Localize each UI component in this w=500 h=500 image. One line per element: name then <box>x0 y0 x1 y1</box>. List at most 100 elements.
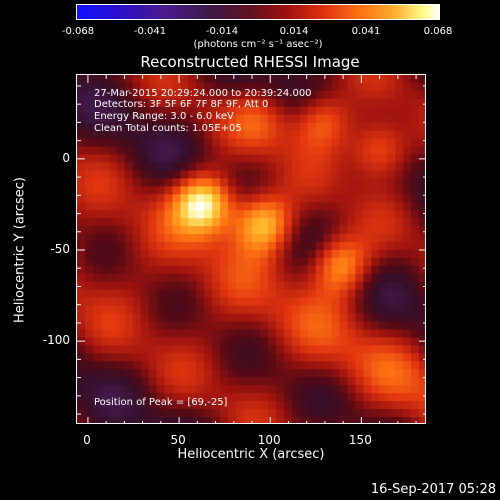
heatmap-cell <box>188 265 197 275</box>
heatmap-cell <box>116 313 126 323</box>
heatmap-cell <box>124 242 134 251</box>
heatmap-cell <box>228 321 237 331</box>
heatmap-cell <box>77 194 86 203</box>
heatmap-cell <box>236 90 245 100</box>
heatmap-cell <box>156 345 166 354</box>
heatmap-cell <box>395 377 404 386</box>
heatmap-cell <box>92 257 102 267</box>
heatmap-cell <box>204 401 213 410</box>
heatmap-cell <box>379 194 388 203</box>
heatmap-cell <box>323 353 333 362</box>
heatmap-cell <box>116 242 126 251</box>
heatmap-cell <box>204 210 213 219</box>
plot-area <box>76 74 426 424</box>
heatmap-cell <box>339 234 349 243</box>
heatmap-cell <box>108 162 118 172</box>
heatmap-cell <box>363 210 372 219</box>
heatmap-cell <box>411 305 420 315</box>
heatmap-cell <box>228 385 237 394</box>
heatmap-cell <box>108 138 118 148</box>
heatmap-cell <box>77 122 86 132</box>
heatmap-cell <box>156 337 166 347</box>
heatmap-cell <box>212 82 221 92</box>
heatmap-cell <box>220 162 229 172</box>
heatmap-cell <box>252 226 261 235</box>
heatmap-cell <box>164 297 174 307</box>
heatmap-cell <box>77 218 86 227</box>
heatmap-cell <box>212 297 221 307</box>
heatmap-cell <box>403 154 412 164</box>
heatmap-cell <box>148 138 158 148</box>
heatmap-cell <box>363 273 372 283</box>
heatmap-cell <box>339 273 349 283</box>
heatmap-cell <box>259 82 269 92</box>
heatmap-cell <box>180 257 189 267</box>
heatmap-cell <box>363 202 372 211</box>
heatmap-cell <box>244 170 253 179</box>
heatmap-cell <box>283 305 293 315</box>
heatmap-cell <box>315 313 325 323</box>
heatmap-cell <box>419 257 425 267</box>
heatmap-cell <box>180 385 189 394</box>
heatmap-cell <box>315 289 325 299</box>
heatmap-cell <box>299 273 309 283</box>
heatmap-cell <box>244 281 253 291</box>
heatmap-cell <box>299 353 309 362</box>
heatmap-cell <box>180 234 189 243</box>
heatmap-cell <box>180 321 189 331</box>
detectors-annotation: Detectors: 3F 5F 6F 7F 8F 9F, Att 0 <box>94 99 269 110</box>
heatmap-cell <box>283 82 293 92</box>
heatmap-cell <box>259 114 269 124</box>
heatmap-cell <box>395 369 404 378</box>
heatmap-cell <box>196 417 205 423</box>
heatmap-cell <box>148 234 158 243</box>
heatmap-cell <box>196 170 205 179</box>
heatmap-cell <box>108 210 118 219</box>
heatmap-cell <box>140 281 150 291</box>
heatmap-cell <box>283 345 293 354</box>
heatmap-cell <box>180 393 189 402</box>
heatmap-cell <box>387 114 396 124</box>
heatmap-cell <box>355 265 364 275</box>
heatmap-cell <box>156 385 166 394</box>
heatmap-cell <box>84 226 94 235</box>
heatmap-cell <box>371 234 380 243</box>
heatmap-cell <box>339 377 349 386</box>
heatmap-cell <box>331 297 341 307</box>
heatmap-cell <box>244 353 253 362</box>
heatmap-cell <box>100 154 110 164</box>
heatmap-cell <box>84 178 94 187</box>
heatmap-cell <box>124 210 134 219</box>
heatmap-cell <box>403 170 412 179</box>
heatmap-cell <box>77 82 86 92</box>
heatmap-cell <box>347 377 356 386</box>
heatmap-cell <box>403 138 412 148</box>
heatmap-cell <box>387 393 396 402</box>
heatmap-cell <box>347 385 356 394</box>
heatmap-cell <box>315 321 325 331</box>
heatmap-cell <box>331 234 341 243</box>
heatmap-cell <box>315 369 325 378</box>
heatmap-cell <box>140 202 150 211</box>
heatmap-cell <box>331 257 341 267</box>
heatmap-cell <box>92 210 102 219</box>
heatmap-cell <box>387 162 396 172</box>
heatmap-cell <box>315 353 325 362</box>
heatmap-cell <box>100 265 110 275</box>
heatmap-cell <box>252 234 261 243</box>
heatmap-cell <box>188 218 197 227</box>
heatmap-cell <box>403 250 412 259</box>
heatmap-cell <box>419 417 425 423</box>
heatmap-cell <box>387 273 396 283</box>
heatmap-cell <box>315 146 325 156</box>
heatmap-cell <box>164 361 174 370</box>
heatmap-cell <box>228 337 237 347</box>
heatmap-cell <box>371 337 380 347</box>
heatmap-cell <box>419 265 425 275</box>
heatmap-cell <box>236 305 245 315</box>
heatmap-cell <box>259 289 269 299</box>
heatmap-cell <box>196 114 205 124</box>
heatmap-cell <box>252 329 261 339</box>
heatmap-cell <box>299 122 309 132</box>
heatmap-cell <box>291 345 301 354</box>
